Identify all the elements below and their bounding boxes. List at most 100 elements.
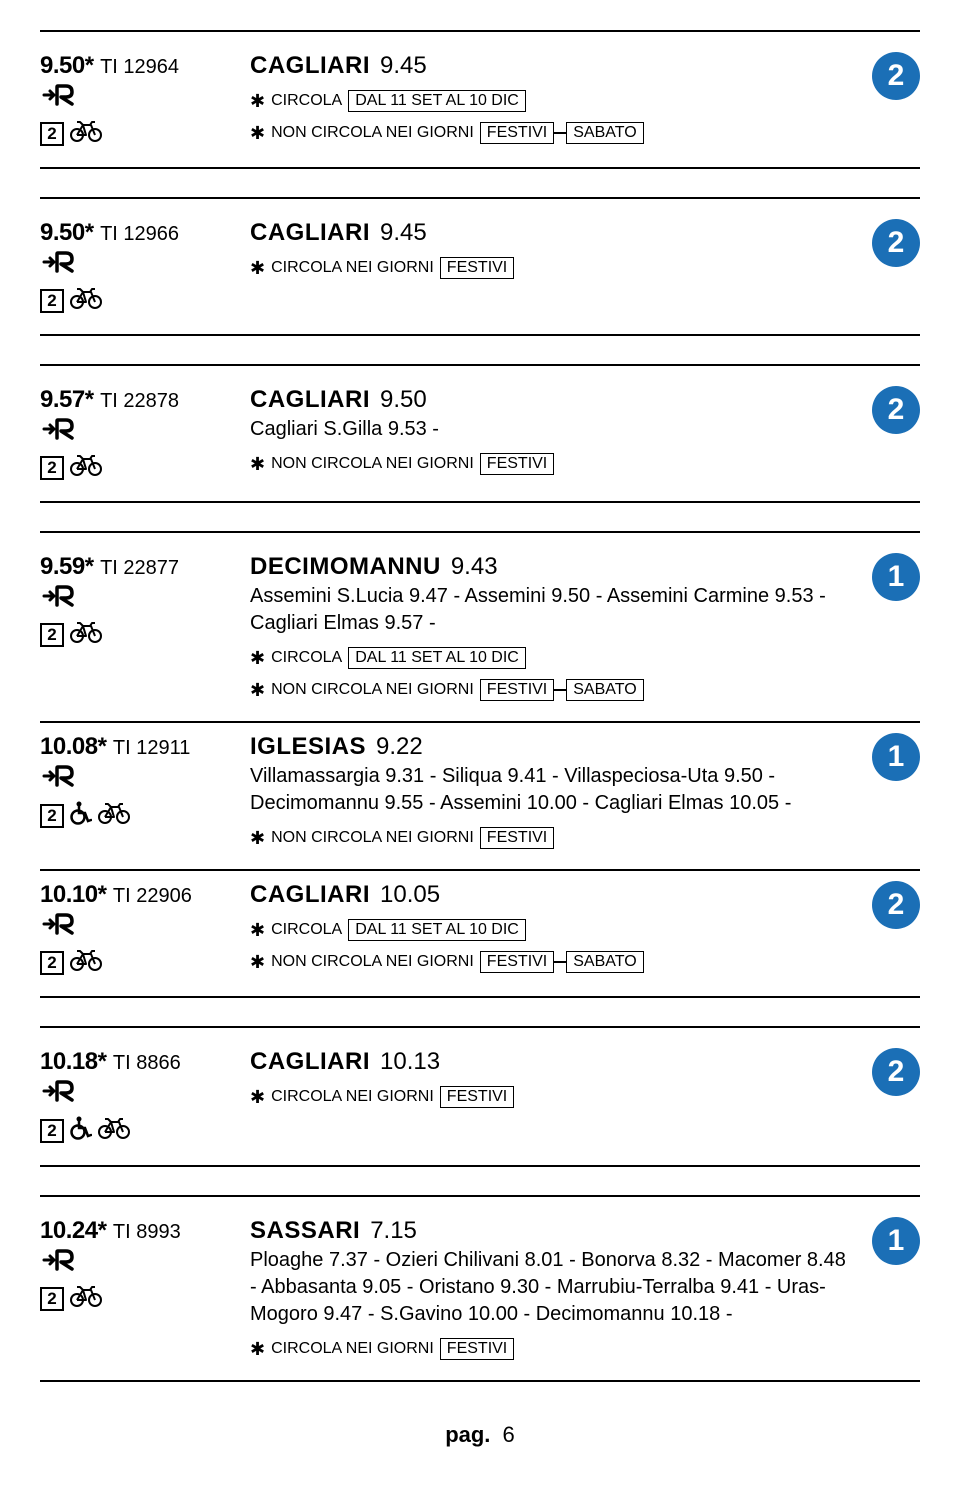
bike-service-icon — [70, 120, 102, 147]
bike-icon — [70, 287, 102, 309]
carrier-logo — [42, 585, 240, 607]
train-code: TI 8866 — [113, 1052, 181, 1075]
departure-column: 10.08*TI 129112 — [40, 733, 250, 849]
departure-line: 10.24*TI 8993 — [40, 1217, 240, 1245]
asterisk-icon: ✱ — [250, 124, 265, 142]
asterisk-icon: ✱ — [250, 92, 265, 110]
carrier-logo — [42, 418, 240, 440]
departure-time: 9.57 — [40, 386, 85, 414]
platform-column: 2 — [860, 881, 920, 976]
service-icons: 2 — [40, 949, 240, 976]
note-tag: DAL 11 SET AL 10 DIC — [348, 90, 526, 112]
departure-asterisk: * — [85, 386, 94, 414]
note-prefix: CIRCOLA — [271, 92, 342, 110]
footer-label: pag. — [445, 1422, 490, 1447]
timetable-entry: 10.08*TI 129112IGLESIAS9.22Villamassargi… — [40, 723, 920, 871]
asterisk-icon: ✱ — [250, 649, 265, 667]
note-prefix: CIRCOLA NEI GIORNI — [271, 259, 434, 277]
departure-line: 9.50*TI 12964 — [40, 52, 240, 80]
class-indicator: 2 — [40, 804, 64, 828]
service-icons: 2 — [40, 621, 240, 648]
page-footer: pag. 6 — [40, 1422, 920, 1448]
wheelchair-icon — [70, 1116, 92, 1140]
note-prefix: CIRCOLA NEI GIORNI — [271, 1088, 434, 1106]
platform-column: 2 — [860, 386, 920, 481]
train-code: TI 12966 — [100, 223, 179, 246]
schedule-note: ✱NON CIRCOLA NEI GIORNIFESTIVI — [250, 453, 850, 475]
schedule-note: ✱CIRCOLA NEI GIORNIFESTIVI — [250, 1338, 850, 1360]
platform-badge: 2 — [872, 386, 920, 434]
destination-name: CAGLIARI — [250, 219, 370, 247]
platform-badge: 1 — [872, 733, 920, 781]
bike-service-icon — [70, 454, 102, 481]
carrier-logo — [42, 765, 240, 787]
timetable-entry: 9.50*TI 129642CAGLIARI9.45✱CIRCOLADAL 11… — [40, 30, 920, 169]
wheelchair-service-icon — [70, 801, 92, 830]
class-indicator: 2 — [40, 1119, 64, 1143]
platform-badge: 2 — [872, 1048, 920, 1096]
departure-line: 9.57*TI 22878 — [40, 386, 240, 414]
destination-line: IGLESIAS9.22 — [250, 733, 850, 761]
carrier-logo-icon — [42, 585, 76, 607]
timetable-entry: 9.59*TI 228772DECIMOMANNU9.43Assemini S.… — [40, 531, 920, 723]
timetable-entry: 10.10*TI 229062CAGLIARI10.05✱CIRCOLADAL … — [40, 871, 920, 998]
timetable-entry: 10.18*TI 88662CAGLIARI10.13✱CIRCOLA NEI … — [40, 1026, 920, 1167]
departure-asterisk: * — [98, 733, 107, 761]
class-indicator: 2 — [40, 623, 64, 647]
footer-page-number: 6 — [503, 1422, 515, 1447]
service-icons: 2 — [40, 801, 240, 830]
schedule-note: ✱NON CIRCOLA NEI GIORNIFESTIVISABATO — [250, 679, 850, 701]
destination-time: 9.45 — [380, 219, 427, 247]
destination-column: IGLESIAS9.22Villamassargia 9.31 - Siliqu… — [250, 733, 860, 849]
destination-time: 9.45 — [380, 52, 427, 80]
intermediate-stops: Villamassargia 9.31 - Siliqua 9.41 - Vil… — [250, 763, 850, 817]
schedule-note: ✱CIRCOLADAL 11 SET AL 10 DIC — [250, 647, 850, 669]
schedule-note: ✱CIRCOLA NEI GIORNIFESTIVI — [250, 257, 850, 279]
note-tag: FESTIVI — [480, 679, 554, 701]
bike-icon — [70, 1285, 102, 1307]
destination-column: CAGLIARI9.50Cagliari S.Gilla 9.53 -✱NON … — [250, 386, 860, 481]
note-tag: FESTIVI — [480, 122, 554, 144]
note-tag: FESTIVI — [480, 951, 554, 973]
destination-line: CAGLIARI10.05 — [250, 881, 850, 909]
timetable-entry: 9.57*TI 228782CAGLIARI9.50Cagliari S.Gil… — [40, 364, 920, 503]
note-prefix: CIRCOLA — [271, 921, 342, 939]
schedule-note: ✱NON CIRCOLA NEI GIORNIFESTIVI — [250, 827, 850, 849]
note-prefix: NON CIRCOLA NEI GIORNI — [271, 953, 474, 971]
destination-column: CAGLIARI9.45✱CIRCOLADAL 11 SET AL 10 DIC… — [250, 52, 860, 147]
platform-badge: 2 — [872, 219, 920, 267]
class-indicator: 2 — [40, 289, 64, 313]
destination-column: CAGLIARI10.13✱CIRCOLA NEI GIORNIFESTIVI — [250, 1048, 860, 1145]
departure-time: 10.08 — [40, 733, 98, 761]
destination-time: 10.13 — [380, 1048, 440, 1076]
departure-column: 9.50*TI 12964 2 — [40, 52, 250, 147]
note-tag: SABATO — [566, 122, 643, 144]
bike-icon — [98, 1117, 130, 1139]
departure-column: 9.57*TI 228782 — [40, 386, 250, 481]
note-prefix: CIRCOLA — [271, 649, 342, 667]
platform-column: 2 — [860, 1048, 920, 1145]
departure-line: 9.59*TI 22877 — [40, 553, 240, 581]
bike-service-icon — [70, 621, 102, 648]
asterisk-icon: ✱ — [250, 829, 265, 847]
bike-service-icon — [98, 802, 130, 829]
departure-time: 10.24 — [40, 1217, 98, 1245]
destination-time: 7.15 — [370, 1217, 417, 1245]
note-separator — [554, 961, 566, 963]
note-tag: FESTIVI — [480, 453, 554, 475]
carrier-logo — [42, 913, 240, 935]
note-prefix: NON CIRCOLA NEI GIORNI — [271, 124, 474, 142]
timetable-entry: 9.50*TI 129662CAGLIARI9.45✱CIRCOLA NEI G… — [40, 197, 920, 336]
schedule-note: ✱CIRCOLADAL 11 SET AL 10 DIC — [250, 919, 850, 941]
schedule-note: ✱ NON CIRCOLA NEI GIORNI FESTIVI SABATO — [250, 122, 850, 144]
note-prefix: NON CIRCOLA NEI GIORNI — [271, 829, 474, 847]
destination-line: DECIMOMANNU9.43 — [250, 553, 850, 581]
destination-name: CAGLIARI — [250, 881, 370, 909]
platform-column: 1 — [860, 553, 920, 701]
service-icons: 2 — [40, 120, 240, 147]
carrier-logo-icon — [42, 418, 76, 440]
departure-column: 10.24*TI 89932 — [40, 1217, 250, 1360]
carrier-logo — [42, 84, 240, 106]
carrier-logo — [42, 1249, 240, 1271]
intermediate-stops: Ploaghe 7.37 - Ozieri Chilivani 8.01 - B… — [250, 1247, 850, 1328]
